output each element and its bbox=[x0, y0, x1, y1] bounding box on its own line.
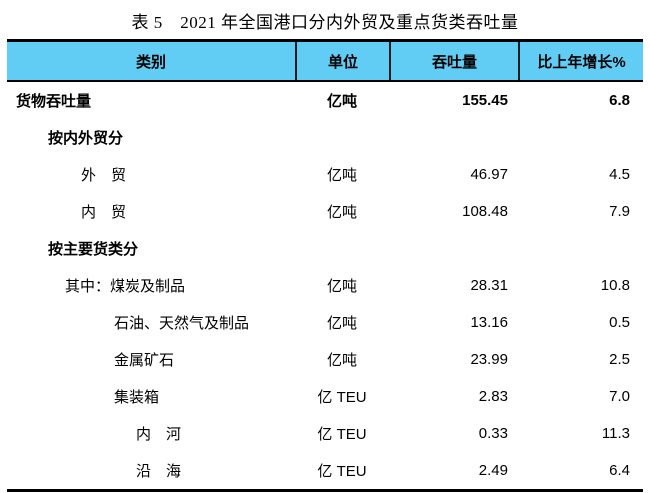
table-row: 内 贸 亿吨 108.48 7.9 bbox=[7, 193, 643, 230]
table-row: 沿 海 亿 TEU 2.49 6.4 bbox=[7, 452, 643, 489]
row-throughput-cell: 2.83 bbox=[478, 388, 508, 405]
row-throughput-cell: 46.97 bbox=[470, 166, 508, 183]
row-growth-cell: 6.4 bbox=[609, 462, 630, 479]
table-row: 按内外贸分 bbox=[7, 119, 643, 156]
row-throughput-cell: 0.33 bbox=[478, 425, 508, 442]
row-unit-cell: 亿 TEU bbox=[317, 389, 367, 406]
row-unit-cell: 亿吨 bbox=[326, 315, 357, 332]
row-unit-cell: 亿 TEU bbox=[317, 463, 367, 480]
table-row: 按主要货类分 bbox=[7, 230, 643, 267]
row-category-cell: 其中：煤炭及制品 bbox=[65, 278, 186, 295]
row-category-cell: 石油、天然气及制品 bbox=[114, 315, 250, 332]
row-growth-cell: 7.9 bbox=[609, 203, 630, 220]
row-unit-cell: 亿吨 bbox=[326, 167, 357, 184]
row-throughput-cell: 108.48 bbox=[462, 203, 508, 220]
table-row: 石油、天然气及制品 亿吨 13.16 0.5 bbox=[7, 304, 643, 341]
row-unit-cell: 亿吨 bbox=[326, 278, 357, 295]
row-category-cell: 金属矿石 bbox=[114, 352, 175, 369]
table-header-row: 类别 单位 吞吐量 比上年增长% bbox=[7, 39, 643, 82]
row-category-cell: 货物吞吐量 bbox=[16, 93, 92, 110]
row-category-cell: 外 贸 bbox=[81, 167, 127, 184]
table-row: 其中：煤炭及制品 亿吨 28.31 10.8 bbox=[7, 267, 643, 304]
row-growth-cell: 7.0 bbox=[609, 388, 630, 405]
row-growth-cell: 4.5 bbox=[609, 166, 630, 183]
row-growth-cell: 10.8 bbox=[600, 277, 630, 294]
row-category-cell: 内 河 bbox=[136, 426, 182, 443]
row-growth-cell: 2.5 bbox=[609, 351, 630, 368]
row-growth-cell: 6.8 bbox=[609, 92, 630, 109]
row-unit-cell: 亿 TEU bbox=[317, 426, 367, 443]
column-header-throughput: 吞吐量 bbox=[389, 42, 518, 80]
row-unit-cell: 亿吨 bbox=[326, 93, 357, 110]
port-throughput-table: 类别 单位 吞吐量 比上年增长% 货物吞吐量 亿吨 155.45 6.8 按内外贸分外 … bbox=[7, 39, 643, 492]
table-row: 集装箱 亿 TEU 2.83 7.0 bbox=[7, 378, 643, 415]
row-category-cell: 沿 海 bbox=[136, 463, 182, 480]
row-category-cell: 内 贸 bbox=[81, 204, 127, 221]
table-row: 外 贸 亿吨 46.97 4.5 bbox=[7, 156, 643, 193]
table-row: 货物吞吐量 亿吨 155.45 6.8 bbox=[7, 82, 643, 119]
row-growth-cell: 11.3 bbox=[601, 425, 630, 442]
row-throughput-cell: 13.16 bbox=[470, 314, 508, 331]
table-row: 金属矿石 亿吨 23.99 2.5 bbox=[7, 341, 643, 378]
row-category-cell: 按内外贸分 bbox=[48, 130, 124, 147]
column-header-growth: 比上年增长% bbox=[518, 42, 643, 80]
row-throughput-cell: 23.99 bbox=[470, 351, 508, 368]
table-title: 表 5 2021 年全国港口分内外贸及重点货类吞吐量 bbox=[131, 13, 519, 32]
row-throughput-cell: 2.49 bbox=[478, 462, 508, 479]
row-throughput-cell: 155.45 bbox=[462, 92, 508, 109]
row-throughput-cell: 28.31 bbox=[470, 277, 508, 294]
row-unit-cell: 亿吨 bbox=[326, 204, 357, 221]
row-category-cell: 集装箱 bbox=[114, 389, 160, 406]
row-unit-cell: 亿吨 bbox=[326, 352, 357, 369]
row-growth-cell: 0.5 bbox=[609, 314, 630, 331]
row-category-cell: 按主要货类分 bbox=[48, 241, 139, 258]
column-header-category: 类别 bbox=[135, 53, 166, 71]
table-row: 内 河 亿 TEU 0.33 11.3 bbox=[7, 415, 643, 452]
column-header-unit: 单位 bbox=[295, 42, 389, 80]
table-body: 货物吞吐量 亿吨 155.45 6.8 按内外贸分外 贸亿吨 46.97 4.5 内 贸亿吨 1… bbox=[7, 82, 643, 492]
